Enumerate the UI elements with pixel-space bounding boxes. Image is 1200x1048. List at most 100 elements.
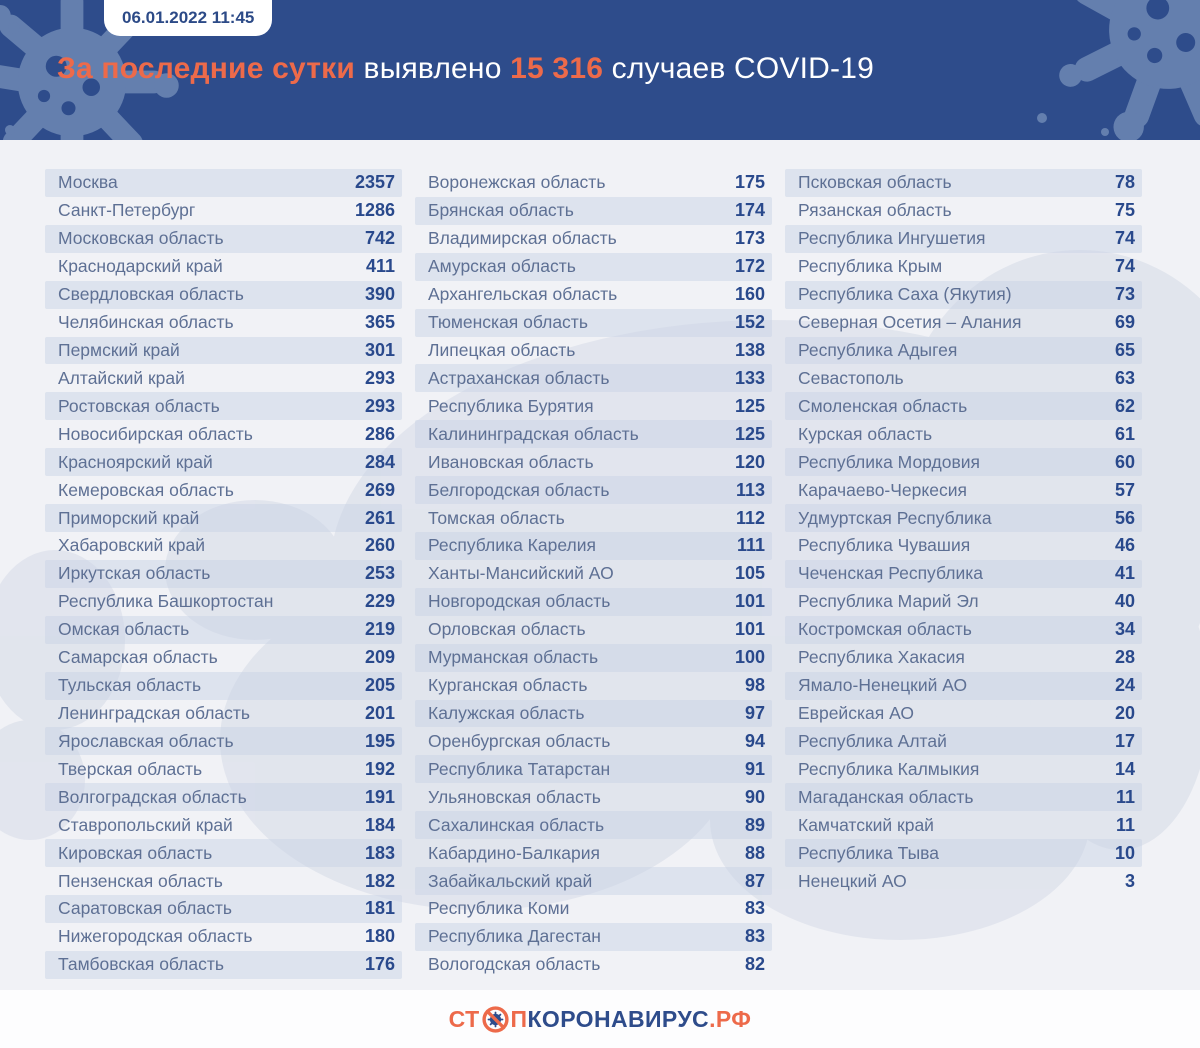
region-value: 11 <box>1115 786 1135 807</box>
region-name: Орловская область <box>428 619 586 640</box>
region-name: Псковская область <box>798 172 952 193</box>
region-row: Забайкальский край 87 <box>415 867 772 895</box>
no-virus-icon <box>481 1005 509 1033</box>
region-name: Северная Осетия – Алания <box>798 312 1022 333</box>
region-row: Калининградская область 125 <box>415 420 772 449</box>
region-row: Ивановская область 120 <box>415 448 772 476</box>
region-value: 201 <box>364 702 395 723</box>
region-value: 260 <box>364 535 395 556</box>
region-name: Тамбовская область <box>58 954 224 975</box>
region-name: Иркутская область <box>58 563 211 584</box>
region-row: Тамбовская область 176 <box>45 950 402 979</box>
region-value: 88 <box>744 842 765 863</box>
region-name: Камчатский край <box>798 814 934 835</box>
region-row: Республика Марий Эл 40 <box>785 588 1142 616</box>
region-row: Архангельская область 160 <box>415 281 772 309</box>
region-row: Ненецкий АО 3 <box>785 867 1142 895</box>
region-value: 176 <box>364 954 395 975</box>
region-value: 219 <box>364 619 395 640</box>
region-name: Тюменская область <box>428 312 588 333</box>
region-value: 390 <box>364 284 395 305</box>
header: 06.01.2022 11:45 За последние сутки выяв… <box>0 0 1200 140</box>
region-name: Кемеровская область <box>58 479 234 500</box>
region-value: 112 <box>735 507 765 528</box>
region-value: 82 <box>744 954 765 975</box>
region-row: Тюменская область 152 <box>415 308 772 337</box>
region-value: 74 <box>1114 256 1135 277</box>
region-row: Чеченская Республика 41 <box>785 559 1142 588</box>
region-value: 253 <box>364 563 395 584</box>
stopcoronavirus-logo: СТ П КОРОНАВИРУС .РФ <box>449 1005 752 1034</box>
region-name: Пермский край <box>58 339 180 360</box>
region-row: Саратовская область 181 <box>45 894 402 923</box>
region-value: 75 <box>1114 200 1135 221</box>
region-row: Республика Калмыкия 14 <box>785 755 1142 783</box>
region-row: Мурманская область 100 <box>415 643 772 672</box>
region-value: 182 <box>364 870 395 891</box>
region-value: 125 <box>734 395 765 416</box>
region-row: Республика Адыгея 65 <box>785 336 1142 365</box>
footer: СТ П КОРОНАВИРУС .РФ <box>0 990 1200 1048</box>
region-row: Липецкая область 138 <box>415 337 772 365</box>
region-name: Ненецкий АО <box>798 870 907 891</box>
region-name: Калининградская область <box>428 423 639 444</box>
region-row: Республика Ингушетия 74 <box>785 224 1142 253</box>
region-value: 91 <box>744 758 765 779</box>
region-row: Омская область 219 <box>45 615 402 644</box>
title-text-cases: случаев COVID-19 <box>603 52 874 85</box>
region-column: Псковская область 78 Рязанская область 75 Ре… <box>785 169 1142 979</box>
region-value: 97 <box>744 702 765 723</box>
region-row: Республика Мордовия 60 <box>785 448 1142 477</box>
region-value: 101 <box>734 619 765 640</box>
region-name: Республика Бурятия <box>428 395 594 416</box>
region-name: Республика Адыгея <box>798 339 958 360</box>
region-row: Свердловская область 390 <box>45 280 402 309</box>
region-value: 62 <box>1114 395 1135 416</box>
region-value: 192 <box>364 758 395 779</box>
region-value: 286 <box>364 423 395 444</box>
region-name: Москва <box>58 172 118 193</box>
region-row: Санкт-Петербург 1286 <box>45 197 402 225</box>
title-highlight-count: 15 316 <box>510 52 604 85</box>
region-value: 3 <box>1124 870 1135 891</box>
region-row: Республика Крым 74 <box>785 253 1142 281</box>
region-row: Ставропольский край 184 <box>45 811 402 839</box>
region-value: 411 <box>365 256 395 277</box>
region-value: 100 <box>734 647 765 668</box>
region-name: Ленинградская область <box>58 702 251 723</box>
region-value: 175 <box>734 172 765 193</box>
region-name: Новосибирская область <box>58 423 253 444</box>
region-name: Вологодская область <box>428 954 601 975</box>
region-row: Республика Саха (Якутия) 73 <box>785 280 1142 309</box>
region-row: Ярославская область 195 <box>45 727 402 756</box>
region-value: 742 <box>364 228 395 249</box>
region-name: Карачаево-Черкесия <box>798 479 967 500</box>
region-row: Камчатский край 11 <box>785 811 1142 839</box>
region-value: 87 <box>744 870 765 891</box>
region-value: 172 <box>734 256 765 277</box>
region-row: Республика Чувашия 46 <box>785 532 1142 560</box>
region-row: Ленинградская область 201 <box>45 700 402 728</box>
region-value: 160 <box>734 284 765 305</box>
region-name: Забайкальский край <box>428 870 593 891</box>
region-row: Республика Хакасия 28 <box>785 644 1142 672</box>
region-value: 78 <box>1114 172 1135 193</box>
region-row: Республика Башкортостан 229 <box>45 588 402 616</box>
region-name: Республика Марий Эл <box>798 591 979 612</box>
region-row: Республика Коми 83 <box>415 895 772 923</box>
region-name: Белгородская область <box>428 479 610 500</box>
region-value: 63 <box>1114 367 1135 388</box>
region-value: 40 <box>1114 591 1135 612</box>
region-row: Тверская область 192 <box>45 755 402 783</box>
region-value: 105 <box>734 563 765 584</box>
region-row: Пензенская область 182 <box>45 867 402 895</box>
region-name: Ставропольский край <box>58 814 233 835</box>
region-row: Оренбургская область 94 <box>415 727 772 755</box>
region-name: Санкт-Петербург <box>58 200 196 221</box>
region-name: Республика Тыва <box>798 842 939 863</box>
region-name: Краснодарский край <box>58 256 223 277</box>
region-name: Владимирская область <box>428 228 617 249</box>
region-name: Тульская область <box>58 675 202 696</box>
region-name: Ивановская область <box>428 451 594 472</box>
region-name: Ростовская область <box>58 395 220 416</box>
